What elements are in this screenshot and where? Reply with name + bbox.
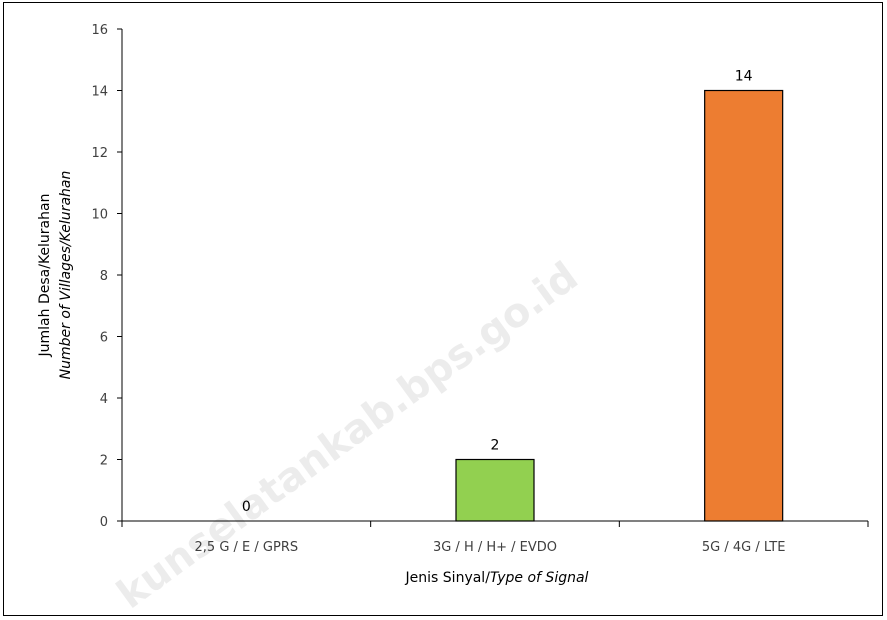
data-label: 0 [242, 499, 251, 515]
y-tick-label: 2 [100, 454, 108, 469]
y-tick-label: 12 [91, 146, 108, 161]
y-tick-label: 16 [91, 23, 108, 38]
x-category-label: 5G / 4G / LTE [702, 540, 786, 555]
y-axis-title-line1: Jumlah Desa/Kelurahan [37, 194, 53, 358]
x-category-label: 2,5 G / E / GPRS [195, 540, 299, 555]
x-axis-title-italic: Type of Signal [490, 570, 589, 586]
x-category-label: 3G / H / H+ / EVDO [433, 540, 557, 555]
y-axis-title-line2: Number of Villages/Kelurahan [58, 171, 74, 380]
x-axis-title: Jenis Sinyal/Type of Signal [405, 570, 589, 586]
y-tick-label: 14 [91, 85, 108, 100]
y-tick-label: 6 [100, 331, 108, 346]
y-tick-label: 10 [91, 208, 108, 223]
data-label: 2 [491, 438, 500, 454]
data-label: 14 [735, 69, 753, 85]
bar [455, 458, 535, 522]
bar [704, 89, 784, 522]
x-axis-title-normal: Jenis Sinyal/ [405, 570, 491, 586]
y-tick-label: 0 [100, 515, 108, 530]
y-tick-label: 8 [100, 269, 108, 284]
y-tick-label: 4 [100, 392, 108, 407]
watermark: kunselatankab.bps.go.id [109, 253, 587, 618]
